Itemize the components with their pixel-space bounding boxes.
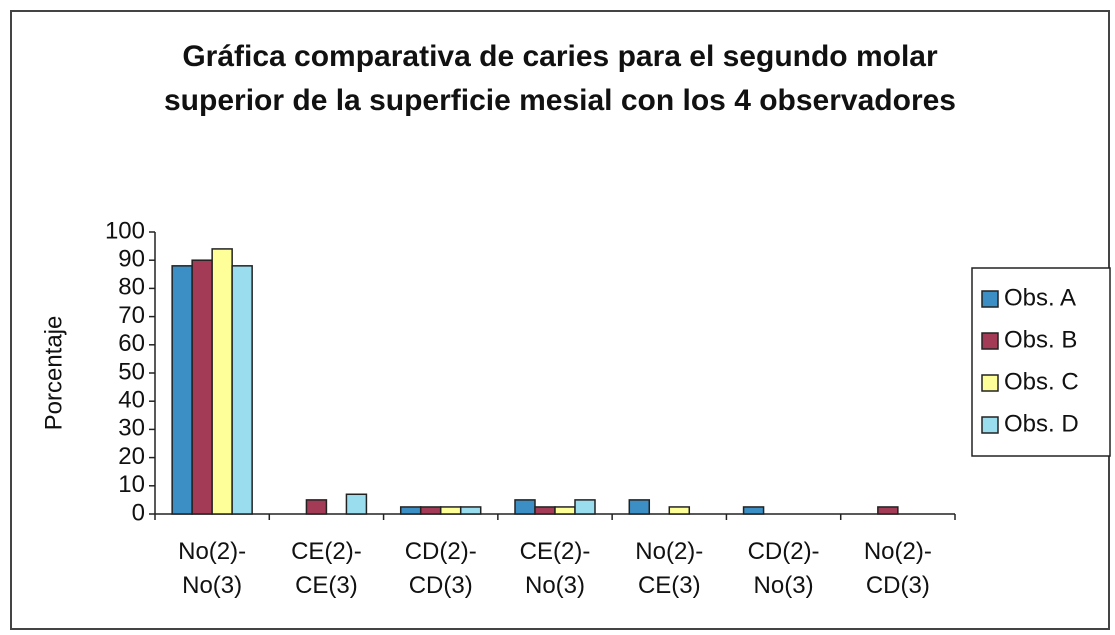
x-tick-label: No(2)-No(3) — [178, 538, 247, 599]
x-tick-label: CE(2)-CE(3) — [291, 538, 362, 599]
y-tick-label: 20 — [118, 443, 145, 470]
bar — [574, 499, 596, 515]
legend-swatch — [981, 332, 999, 350]
y-tick-label: 70 — [118, 302, 145, 329]
y-tick-label: 10 — [118, 471, 145, 498]
x-tick-label: No(2)-CE(3) — [635, 538, 704, 599]
y-tick-label: 30 — [118, 415, 145, 442]
x-tick-label: CE(2)-No(3) — [519, 538, 591, 599]
legend-swatch — [981, 416, 999, 434]
legend-label: Obs. D — [1004, 410, 1079, 437]
bar — [231, 265, 253, 515]
bar — [554, 506, 576, 515]
legend-label: Obs. C — [1004, 368, 1079, 395]
y-tick-label: 0 — [132, 499, 145, 526]
legend-swatch — [981, 374, 999, 392]
x-tick-label: CD(2)-No(3) — [747, 538, 820, 599]
legend-label: Obs. B — [1004, 326, 1077, 353]
bar — [534, 506, 556, 515]
legend-swatch — [981, 290, 999, 308]
chart-title: Gráfica comparativa de caries para el se… — [164, 40, 956, 117]
y-tick-label: 90 — [118, 246, 145, 273]
y-tick-label: 80 — [118, 274, 145, 301]
legend-label: Obs. A — [1004, 284, 1076, 311]
bar — [211, 248, 233, 515]
bar — [628, 499, 651, 515]
y-tick-label: 40 — [118, 387, 145, 414]
x-tick-label: No(2)-CD(3) — [863, 538, 932, 599]
bar — [399, 506, 422, 515]
y-tick-label: 50 — [118, 358, 145, 385]
bar — [171, 265, 193, 515]
bar — [419, 506, 442, 515]
bar — [742, 506, 765, 515]
bar — [877, 506, 899, 515]
bar — [668, 506, 691, 515]
y-tick-label: 60 — [118, 330, 145, 357]
bar — [305, 499, 328, 515]
bar — [459, 506, 482, 515]
bar — [191, 259, 213, 515]
bar — [514, 499, 536, 515]
y-axis-label: Porcentaje — [40, 316, 67, 431]
x-tick-label: CD(2)-CD(3) — [404, 538, 477, 599]
bar — [439, 506, 462, 515]
y-tick-label: 100 — [105, 217, 145, 244]
bar — [345, 493, 368, 515]
